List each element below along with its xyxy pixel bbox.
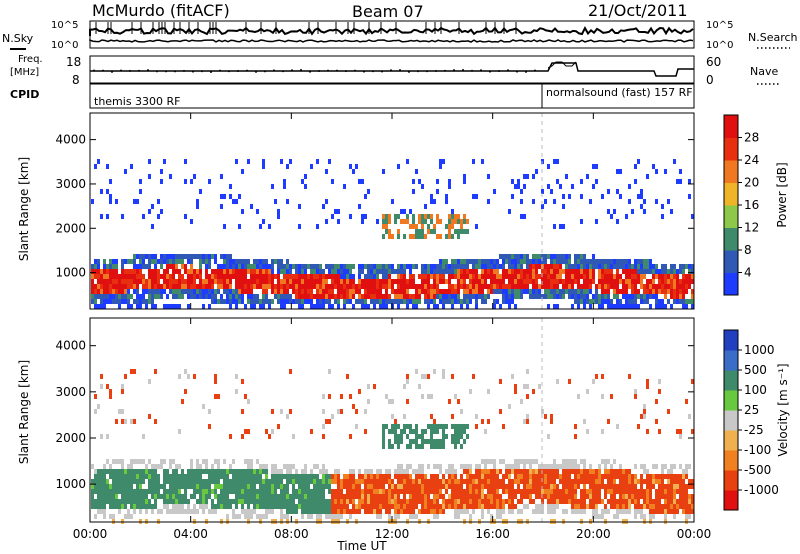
colorbar-tick-label: -25 [744,423,764,437]
freq-right-tick-top: 60 [706,55,721,69]
colorbar-swatch [724,250,738,273]
colorbar-swatch [724,137,738,161]
colorbar-tick-label: 8 [744,243,752,257]
y-tick-label: 4000 [55,133,86,147]
colorbar-swatch [724,390,738,411]
colorbar-tick-label: 16 [744,198,759,212]
colorbar-swatch [724,350,738,371]
y-tick-label: 3000 [55,385,86,399]
y-tick-label: 1000 [55,477,86,491]
colorbar-tick-label: 24 [744,153,759,167]
colorbar-swatch [724,330,738,351]
cpid-segment-2: normalsound (fast) 157 RF [546,86,693,99]
freq-right-tick-bottom: 0 [706,73,714,87]
beam-title: Beam 07 [352,2,424,21]
nsky-label: N.Sky [2,32,34,45]
x-tick-label: 16:00 [475,527,510,541]
station-title: McMurdo (fitACF) [92,1,230,20]
colorbar-swatch [724,115,738,138]
power-heatmap-cells [91,113,694,309]
y-tick-label: 2000 [55,431,86,445]
x-tick-label: 08:00 [274,527,309,541]
velocity-yaxis: 1000 2000 3000 4000 [55,339,694,491]
colorbar-swatch [724,160,738,183]
x-tick-label: 00:00 [677,527,712,541]
colorbar-tick-label: -100 [744,443,771,457]
x-axis-label: Time UT [336,539,387,553]
velocity-ylabel: Slant Range [km] [17,360,31,464]
colorbar-tick-label: 1000 [744,343,775,357]
colorbar-tick-label: -1000 [744,483,779,497]
x-tick-label: 04:00 [173,527,208,541]
x-tick-label: 12:00 [375,527,410,541]
colorbar-swatch [724,227,738,251]
colorbar-tick-label: 4 [744,266,752,280]
velocity-colorbar: 1000 500 100 25 -25 -100 -500 -1000 [723,329,779,511]
noise-right-tick-bottom: 10^0 [706,40,733,51]
colorbar-swatch [724,410,738,431]
colorbar-swatch [724,205,738,228]
noise-traces [89,22,694,43]
cpid-segment-1: themis 3300 RF [94,95,181,108]
power-colorbar-label: Power [dB] [775,162,789,227]
y-tick-label: 4000 [55,339,86,353]
colorbar-swatch [724,490,738,511]
colorbar-swatch [724,370,738,391]
colorbar-tick-label: 28 [744,131,759,145]
colorbar-swatch [724,470,738,491]
colorbar-swatch [724,430,738,451]
velocity-colorbar-label: Velocity [m s⁻¹] [776,363,790,456]
colorbar-tick-label: 500 [744,363,767,377]
x-tick-label: 00:00 [73,527,108,541]
colorbar-tick-label: 100 [744,383,767,397]
colorbar-swatch [724,272,738,296]
cpid-label: CPID [10,88,39,101]
freq-label: Freq. [18,54,43,65]
velocity-heatmap-cells [91,318,694,524]
noise-left-tick-top: 10^5 [51,20,78,31]
freq-left-tick-bottom: 8 [72,73,80,87]
freq-panel: Freq. [MHz] 18 8 60 0 Nave [10,54,780,87]
time-axis: 00:00 04:00 08:00 12:00 16:00 20:00 00:00 [73,113,712,541]
colorbar-tick-label: -500 [744,463,771,477]
nave-label: Nave [750,65,778,78]
colorbar-swatch [724,182,738,206]
date-title: 21/Oct/2011 [588,1,688,20]
colorbar-tick-label: 12 [744,221,759,235]
freq-left-tick-top: 18 [66,55,81,69]
power-ylabel: Slant Range [km] [17,157,31,261]
colorbar-tick-label: 20 [744,176,759,190]
colorbar-swatch [724,450,738,471]
noise-panel: N.Sky 10^5 10^0 10^5 10^0 N.Search [2,20,798,51]
y-tick-label: 2000 [55,221,86,235]
power-yaxis: 1000 2000 3000 4000 [55,133,694,280]
x-tick-label: 20:00 [576,527,611,541]
freq-unit-label: [MHz] [10,67,39,78]
y-tick-label: 3000 [55,177,86,191]
nsearch-label: N.Search [748,31,798,44]
colorbar-tick-label: 25 [744,403,759,417]
noise-right-tick-top: 10^5 [706,20,733,31]
power-colorbar: 4 8 12 16 20 24 28 [723,114,759,296]
power-panel: 1000 2000 3000 4000 Slant Range [km] 4 8 12 16… [17,112,789,310]
freq-traces [90,61,694,77]
noise-left-tick-bottom: 10^0 [51,40,78,51]
y-tick-label: 1000 [55,266,86,280]
velocity-panel: 1000 2000 3000 4000 Slant Range [km] 1000 50… [17,317,790,524]
cpid-panel: CPID themis 3300 RF normalsound (fast) 1… [10,83,695,109]
